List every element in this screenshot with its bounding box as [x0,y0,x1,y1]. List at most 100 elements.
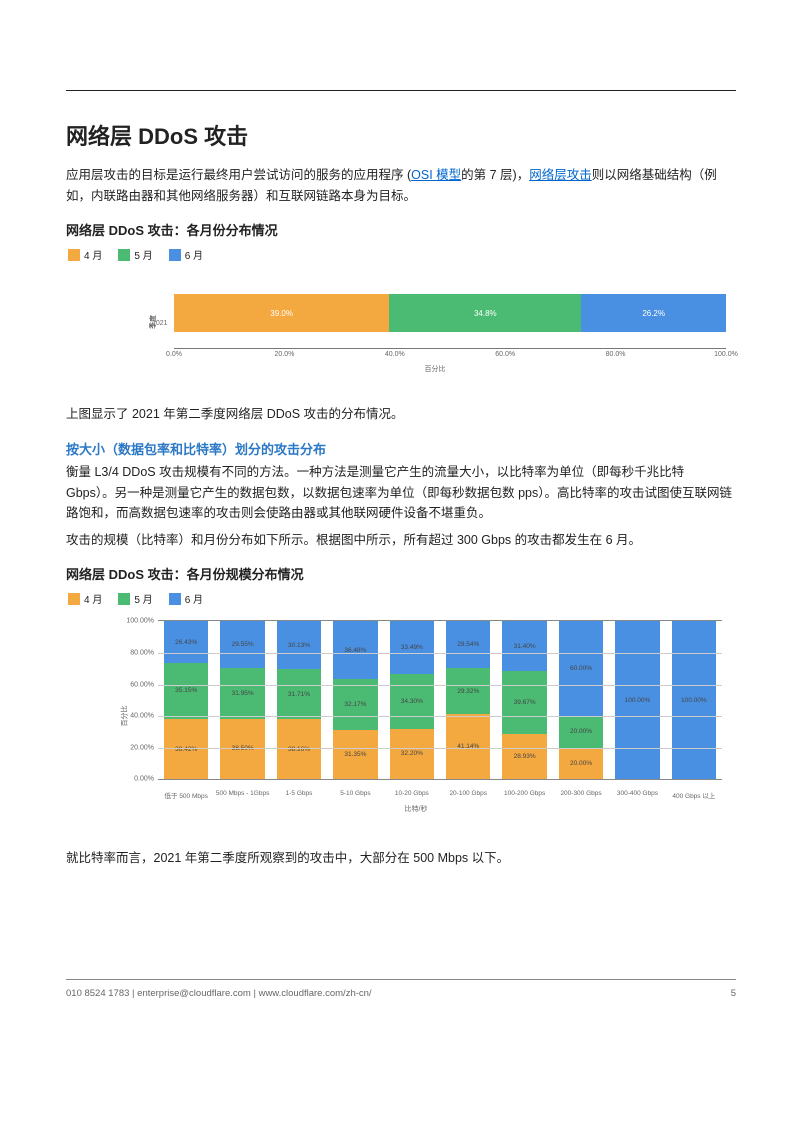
chart1-xtick: 60.0% [495,351,515,358]
chart2-xtick: 400 Gbps 以上 [666,790,722,800]
swatch-green [118,593,130,605]
chart2-ytick: 80.00% [130,649,158,656]
chart1-xtick: 80.0% [606,351,626,358]
chart1-xtick: 0.0% [166,351,182,358]
divider-bottom [66,979,736,980]
chart2-bar-segment: 31.95% [220,668,264,718]
chart2-ytick: 20.00% [130,744,158,751]
chart2-xtick: 100-200 Gbps [496,790,552,800]
chart2-xlabel: 比特/秒 [405,804,428,814]
chart2-xtick: 300-400 Gbps [609,790,665,800]
chart2-bar-segment: 100.00% [615,621,659,779]
chart2-bar-segment: 20.00% [559,716,603,748]
chart2-bar-segment: 34.30% [390,674,434,728]
chart2-bar-segment: 26.43% [164,621,208,663]
chart1-legend: 4 月 5 月 6 月 [66,247,736,262]
intro-mid: 的第 7 层)， [461,168,529,182]
footer-row: 010 8524 1783 | enterprise@cloudflare.co… [66,988,736,999]
section2-p2: 攻击的规模（比特率）和月份分布如下所示。根据图中所示，所有超过 300 Gbps… [66,530,736,551]
legend-item-may: 5 月 [118,591,152,606]
chart2-bar-segment: 39.67% [502,671,546,734]
swatch-orange [68,593,80,605]
chart2-bar-column: 100.00% [666,621,722,779]
footer-page-number: 5 [731,988,736,999]
footer: 010 8524 1783 | enterprise@cloudflare.co… [66,979,736,999]
chart2-xtick: 10-20 Gbps [384,790,440,800]
chart2-bar-segment: 30.13% [277,621,321,669]
chart2-bar-column: 31.40%39.67%28.93% [496,621,552,779]
chart2-xtick: 500 Mbps - 1Gbps [214,790,270,800]
chart2-bar-segment: 33.49% [390,621,434,674]
chart1-ytick: 2021 [152,320,168,327]
chart2-bar-segment: 35.15% [164,663,208,719]
chart1-segment: 34.8% [389,294,581,332]
legend-item-jun: 6 月 [169,247,203,262]
footer-email: enterprise@cloudflare.com [137,988,251,999]
footer-url: www.cloudflare.com/zh-cn/ [259,988,372,999]
chart1-bar-row: 39.0%34.8%26.2% [174,294,726,332]
chart2-bar-segment: 31.71% [277,669,321,719]
legend-item-apr: 4 月 [68,591,102,606]
chart2-ytick: 60.00% [130,681,158,688]
chart2-yaxis-label: 百分比 [120,706,130,727]
chart1-xtick: 20.0% [274,351,294,358]
chart2-bar-segment: 31.35% [333,730,377,780]
chart1-xtick: 100.0% [714,351,738,358]
after-chart2-text: 就比特率而言，2021 年第二季度所观察到的攻击中，大部分在 500 Mbps … [66,848,736,869]
chart2-bar-segment: 100.00% [672,621,716,779]
chart2-bar-column: 29.55%31.95%38.50% [214,621,270,779]
chart2-bar-column: 29.54%29.32%41.14% [440,621,496,779]
chart2-bar-segment: 20.00% [559,748,603,780]
chart2-xtick: 1-5 Gbps [271,790,327,800]
chart1-xtick: 40.0% [385,351,405,358]
chart2-bar-column: 33.49%34.30%32.20% [384,621,440,779]
chart1-plot: 39.0%34.8%26.2% [174,282,726,344]
intro-paragraph: 应用层攻击的目标是运行最终用户尝试访问的服务的应用程序 (OSI 模型的第 7 … [66,165,736,206]
chart2-title: 网络层 DDoS 攻击：各月份规模分布情况 [66,564,736,583]
chart2-bar-segment: 29.55% [220,621,264,668]
intro-pre: 应用层攻击的目标是运行最终用户尝试访问的服务的应用程序 ( [66,168,411,182]
chart2-bar-segment: 28.93% [502,734,546,780]
chart2-bar-segment: 38.50% [220,719,264,780]
link-network-attack[interactable]: 网络层攻击 [529,168,592,182]
chart2-bar-segment: 29.54% [446,621,490,668]
page: 网络层 DDoS 攻击 应用层攻击的目标是运行最终用户尝试访问的服务的应用程序 … [0,0,802,1039]
chart2-gridline [158,653,722,654]
chart1: 季度 2021 39.0%34.8%26.2% 0.0%20.0%40.0%60… [134,272,736,372]
chart2-gridline [158,685,722,686]
chart1-segment: 26.2% [581,294,726,332]
page-title: 网络层 DDoS 攻击 [66,119,736,151]
section2-title: 按大小（数据包率和比特率）划分的攻击分布 [66,439,736,458]
chart2-bar-segment: 31.40% [502,621,546,671]
chart2-bar-segment: 38.16% [277,719,321,779]
chart2-bar-segment: 38.42% [164,719,208,780]
chart2-gridline [158,716,722,717]
divider-top [66,90,736,91]
chart2-xtick: 20-100 Gbps [440,790,496,800]
footer-contact: 010 8524 1783 | enterprise@cloudflare.co… [66,988,372,999]
chart2-xtick: 200-300 Gbps [553,790,609,800]
legend-item-apr: 4 月 [68,247,102,262]
after-chart1-text: 上图显示了 2021 年第二季度网络层 DDoS 攻击的分布情况。 [66,404,736,425]
footer-phone: 010 8524 1783 [66,988,129,999]
chart2-xtick: 5-10 Gbps [327,790,383,800]
chart2-xtick: 低于 500 Mbps [158,790,214,800]
swatch-blue [169,249,181,261]
chart2-bar-segment: 32.17% [333,679,377,730]
legend-item-jun: 6 月 [169,591,203,606]
swatch-orange [68,249,80,261]
link-osi[interactable]: OSI 模型 [411,168,461,182]
chart2-bar-column: 60.00%20.00%20.00% [553,621,609,779]
chart2-bar-column: 30.13%31.71%38.16% [271,621,327,779]
legend-item-may: 5 月 [118,247,152,262]
chart1-segment: 39.0% [174,294,389,332]
chart2-gridline [158,748,722,749]
chart2-plot: 26.43%35.15%38.42%29.55%31.95%38.50%30.1… [158,620,722,780]
chart2-ytick: 100.00% [126,618,158,625]
chart2-bar-column: 100.00% [609,621,665,779]
swatch-blue [169,593,181,605]
chart2-bar-segment: 60.00% [559,621,603,716]
swatch-green [118,249,130,261]
chart2-bar-segment: 36.48% [333,621,377,679]
chart2-bar-segment: 29.32% [446,668,490,714]
